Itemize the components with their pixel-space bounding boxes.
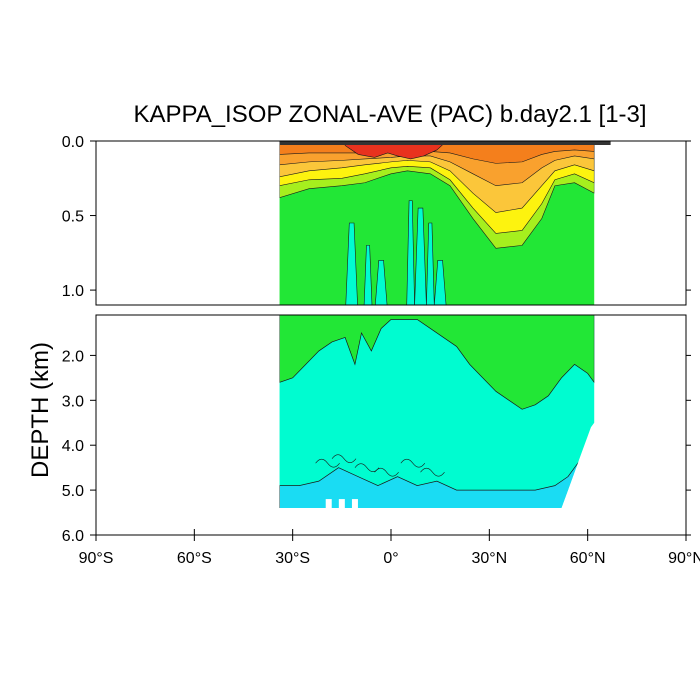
plot-panels xyxy=(279,141,611,509)
y-tick-label: 1.0 xyxy=(62,283,84,300)
contour-squiggle xyxy=(315,458,340,468)
x-tick-label: 30°N xyxy=(471,550,507,567)
bottom-gap xyxy=(325,499,332,509)
x-tick-label: 90°N xyxy=(668,550,700,567)
surface-contours xyxy=(279,141,611,145)
upper-aqua-finger xyxy=(374,259,388,305)
bottom-gap xyxy=(351,499,358,509)
y-axis-label: DEPTH (km) xyxy=(27,342,54,478)
upper-aqua-finger xyxy=(363,245,373,305)
contour-squiggle xyxy=(400,458,426,468)
x-tick-label: 0° xyxy=(383,550,398,567)
bottom-gap xyxy=(338,499,345,509)
y-tick-label: 0.5 xyxy=(62,209,84,226)
upper-panel-frame xyxy=(95,140,687,306)
upper-aqua-finger xyxy=(345,222,358,305)
contour-squiggle xyxy=(374,467,399,477)
upper-aqua-finger xyxy=(426,222,435,305)
contour-squiggle xyxy=(420,467,445,477)
chart-title: KAPPA_ISOP ZONAL-AVE (PAC) b.day2.1 [1-3… xyxy=(133,101,646,128)
upper-panel-field xyxy=(279,141,595,305)
y-tick-label: 3.0 xyxy=(62,393,84,410)
y-tick-label: 2.0 xyxy=(62,348,84,365)
upper-aqua-finger xyxy=(433,259,447,305)
x-tick-label: 60°N xyxy=(570,550,606,567)
axes: 0.0 0.5 1.0 2.0 3.0 4.0 5.0 6.0 90°S 60°S 30°S 0° 30… xyxy=(62,134,700,567)
y-tick-label: 4.0 xyxy=(62,438,84,455)
lower-green-layer xyxy=(279,315,595,410)
x-tick-label: 60°S xyxy=(177,550,212,567)
y-tick-label: 5.0 xyxy=(62,483,84,500)
lower-panel-field xyxy=(279,315,595,509)
y-tick-label: 6.0 xyxy=(62,528,84,545)
contour-squiggle xyxy=(331,454,357,463)
upper-aqua-finger xyxy=(406,200,415,305)
upper-aqua-finger xyxy=(414,207,427,305)
x-tick-label: 30°S xyxy=(275,550,310,567)
x-tick-label: 90°S xyxy=(79,550,114,567)
y-tick-label: 0.0 xyxy=(62,134,84,151)
